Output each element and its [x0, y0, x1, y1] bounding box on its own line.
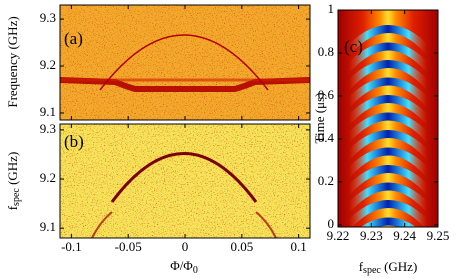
y-tick-label: 0 [328, 216, 335, 231]
y-tick-label: 9.2 [40, 170, 56, 185]
panel-b-image [60, 124, 310, 238]
y-axis-label: fspec (GHz) [5, 152, 22, 211]
x-tick-label: 9.24 [393, 228, 416, 243]
label-part: 0 [193, 265, 198, 276]
x-tick-label: 9.23 [360, 228, 383, 243]
y-tick-label: 9.3 [40, 121, 56, 136]
label-part: spec [11, 188, 22, 206]
label-part: (GHz) [5, 152, 20, 188]
x-axis-label: fspec (GHz) [359, 259, 418, 276]
panel-a-image [60, 5, 310, 120]
label-part: f [5, 205, 20, 210]
arc [99, 34, 269, 91]
y-tick-label: 9.1 [40, 219, 56, 234]
stripe [338, 95, 438, 138]
arc [110, 152, 258, 203]
label-part: spec [363, 265, 381, 276]
noise [60, 124, 310, 238]
label-part: (GHz) [381, 259, 417, 274]
arc [91, 211, 113, 238]
x-tick-label: -0.1 [61, 239, 82, 254]
x-tick-label: 0.05 [230, 239, 253, 254]
x-tick-label: 9.22 [327, 228, 350, 243]
stripe [338, 77, 438, 121]
stripe [338, 130, 438, 173]
stripe [360, 217, 416, 227]
arc [255, 211, 277, 238]
y-tick-label: 9.3 [40, 10, 56, 25]
label-part: f [359, 259, 364, 274]
y-tick-label: 0.2 [318, 173, 334, 188]
stripe [341, 200, 435, 227]
panel-label: (a) [64, 29, 83, 48]
y-tick-label: 1 [328, 1, 335, 16]
y-tick-label: 0.6 [318, 87, 335, 102]
y-axis-label: Time (μs) [312, 93, 327, 144]
y-tick-label: 0.4 [318, 130, 335, 145]
y-tick-label: 0.8 [318, 44, 334, 59]
x-tick-label: 9.25 [427, 228, 450, 243]
x-axis-label: Φ/Φ0 [170, 258, 198, 276]
label-part: Φ/Φ [170, 258, 193, 273]
noise [60, 5, 310, 120]
x-tick-label: 0 [182, 239, 189, 254]
stripe [338, 112, 438, 156]
y-tick-label: 9.1 [40, 104, 56, 119]
band [60, 77, 310, 92]
panel-label: (b) [64, 132, 84, 151]
x-tick-label: -0.05 [115, 239, 142, 254]
panel-label: (c) [344, 37, 363, 56]
panel-c-image [338, 10, 438, 227]
stripe [338, 42, 438, 86]
stripe [338, 147, 438, 191]
frame [337, 9, 439, 228]
x-tick-label: 0.1 [291, 239, 307, 254]
y-tick-label: 9.2 [40, 57, 56, 72]
stripe [338, 182, 438, 226]
stripe [338, 165, 438, 208]
stripe [338, 60, 438, 103]
stripe [338, 25, 438, 68]
y-axis-label: Frequency (GHz) [5, 16, 20, 107]
